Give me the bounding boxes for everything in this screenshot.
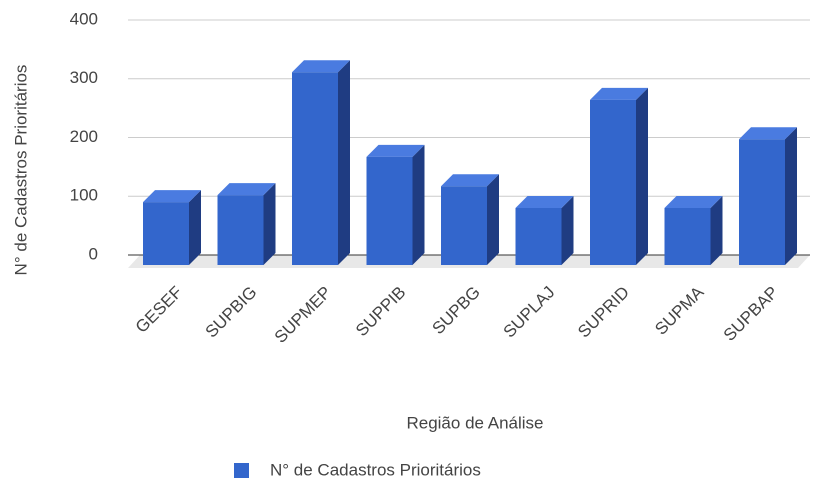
x-axis-title: Região de Análise	[406, 413, 543, 432]
bar-face	[292, 72, 338, 265]
bar-face	[664, 208, 711, 265]
bar	[739, 127, 797, 266]
bar-face	[189, 190, 201, 265]
bar-face	[664, 196, 723, 209]
bar-face	[143, 190, 201, 203]
bar-face	[441, 174, 499, 187]
x-tick-label: SUPBIG	[202, 283, 261, 342]
bar-face	[739, 127, 797, 140]
bar	[441, 174, 499, 265]
bar-face	[487, 174, 499, 265]
bar-face	[515, 196, 574, 209]
y-tick-label: 0	[89, 244, 98, 263]
bar	[292, 60, 350, 265]
x-tick-label: SUPLAJ	[500, 283, 559, 342]
bar-face	[412, 144, 425, 265]
bar-face	[590, 99, 636, 265]
bar-face	[739, 139, 785, 265]
bar-face	[561, 196, 574, 265]
bar-face	[710, 196, 723, 265]
bar-face	[292, 60, 350, 73]
bar	[143, 190, 201, 265]
bar-face	[217, 195, 264, 265]
x-tick-label: GESEF	[132, 283, 186, 337]
bar-face	[217, 183, 276, 196]
bar-face	[263, 183, 276, 265]
bar-face	[636, 87, 648, 265]
y-tick-label: 200	[70, 127, 98, 146]
bar-face	[441, 186, 487, 265]
bar-face	[515, 208, 562, 265]
bar-face	[366, 156, 413, 265]
legend-swatch	[234, 463, 249, 478]
bar	[664, 196, 723, 265]
bar-face	[338, 60, 350, 265]
x-tick-label: SUPPIB	[352, 283, 410, 341]
y-tick-label: 300	[70, 68, 98, 87]
x-tick-label: SUPMA	[651, 282, 708, 339]
bar-face	[143, 202, 189, 265]
bar	[217, 183, 276, 265]
bar	[515, 196, 574, 265]
x-tick-label: SUPMEP	[271, 283, 335, 347]
y-axis-title: N° de Cadastros Prioritários	[11, 65, 30, 276]
x-tick-label: SUPRID	[574, 283, 633, 342]
bar-face	[366, 144, 425, 157]
y-tick-label: 100	[70, 186, 98, 205]
bar-face	[590, 87, 648, 100]
bar	[366, 144, 425, 265]
bar-face	[785, 127, 797, 266]
legend-label: N° de Cadastros Prioritários	[270, 460, 481, 479]
y-tick-label: 400	[70, 9, 98, 28]
bar	[590, 87, 648, 265]
x-tick-label: SUPBG	[428, 283, 484, 339]
x-tick-label: SUPBAP	[720, 283, 782, 345]
